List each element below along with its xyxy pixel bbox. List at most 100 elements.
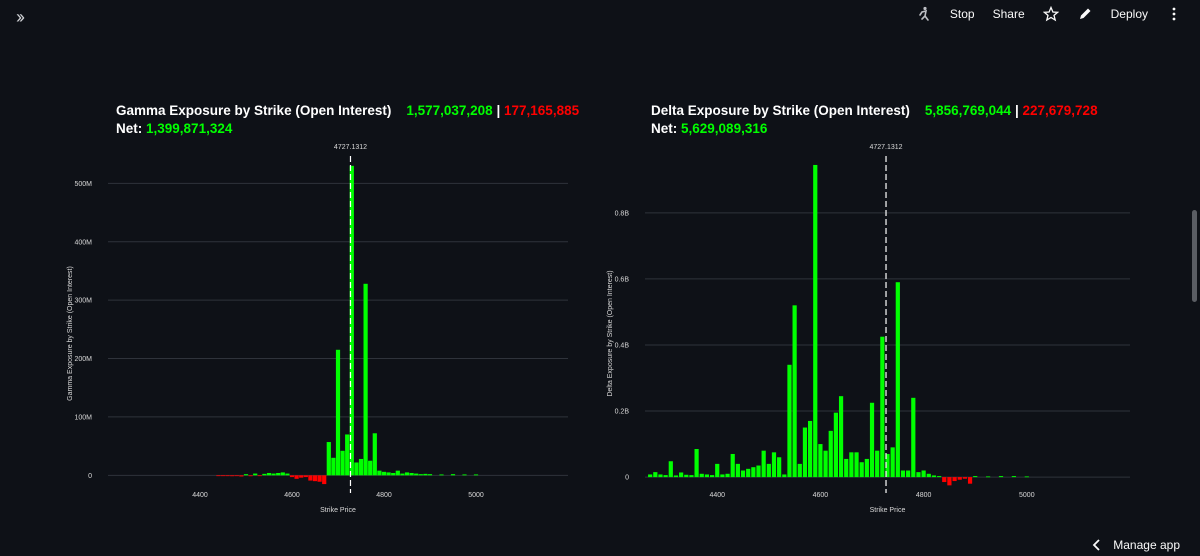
- toolbar: Stop Share Deploy: [916, 6, 1182, 22]
- share-label: Share: [992, 7, 1025, 21]
- favorite-button[interactable]: [1042, 6, 1059, 22]
- gamma-bar: [253, 473, 258, 476]
- delta-y-tick-label: 0.4B: [615, 342, 630, 349]
- delta-bar: [890, 447, 895, 478]
- manage-app-button[interactable]: Manage app: [1089, 537, 1180, 553]
- gamma-bar: [271, 473, 276, 476]
- gamma-bar: [386, 472, 391, 476]
- gamma-bar: [391, 472, 396, 476]
- gamma-bar: [409, 472, 414, 476]
- delta-bar: [854, 452, 859, 478]
- gamma-bar: [404, 472, 410, 476]
- page-scrollbar[interactable]: [1192, 210, 1197, 302]
- gamma-y-tick-label: 0: [88, 473, 92, 480]
- edit-button[interactable]: [1077, 6, 1093, 22]
- delta-bar: [746, 468, 751, 478]
- delta-bar: [931, 475, 937, 478]
- delta-bar: [947, 477, 952, 486]
- delta-bar: [869, 402, 875, 478]
- gamma-x-axis-label: Strike Price: [320, 507, 356, 514]
- delta-bar: [952, 477, 957, 482]
- gamma-bar: [326, 442, 331, 476]
- gamma-y-tick-label: 300M: [74, 298, 92, 305]
- chevron-left-icon: [1092, 539, 1100, 551]
- gamma-bar: [239, 475, 244, 477]
- gamma-bar: [322, 475, 327, 485]
- stop-label: Stop: [949, 7, 975, 21]
- delta-bar: [720, 474, 725, 478]
- delta-bar: [844, 458, 849, 478]
- gamma-bar: [473, 474, 479, 476]
- delta-bar: [849, 452, 854, 478]
- delta-bar: [766, 463, 771, 478]
- gamma-title-line: Gamma Exposure by Strike (Open Interest)…: [116, 103, 580, 118]
- gamma-bar: [439, 474, 444, 476]
- delta-bar: [833, 412, 839, 478]
- gamma-bar: [280, 472, 285, 476]
- gamma-x-tick-label: 4800: [376, 492, 392, 499]
- delta-x-axis-label: Strike Price: [870, 507, 906, 514]
- delta-bar: [648, 474, 653, 478]
- gamma-bar: [276, 472, 281, 476]
- deploy-button[interactable]: Deploy: [1111, 7, 1148, 21]
- app-header: ›› Stop Share Deploy: [0, 0, 1200, 32]
- delta-bar: [916, 472, 921, 478]
- gamma-net-label: Net:: [116, 121, 143, 136]
- running-indicator: [916, 6, 932, 22]
- delta-bar: [973, 476, 978, 478]
- delta-bar: [663, 475, 668, 478]
- delta-x-tick-label: 4400: [709, 492, 725, 499]
- main-menu-button[interactable]: [1166, 6, 1182, 22]
- delta-net-label: Net:: [651, 121, 678, 136]
- delta-bar: [725, 473, 730, 478]
- gamma-spot-label: 4727.1312: [334, 144, 367, 151]
- gamma-bar: [289, 475, 295, 478]
- delta-y-tick-label: 0: [625, 475, 629, 482]
- delta-bar: [926, 473, 931, 478]
- gamma-bar: [400, 473, 405, 476]
- delta-bar: [895, 282, 900, 478]
- delta-x-tick-label: 4600: [813, 492, 829, 499]
- gamma-y-tick-label: 500M: [74, 181, 92, 188]
- delta-bar: [838, 396, 844, 478]
- delta-bar: [699, 473, 704, 478]
- gamma-bar: [358, 458, 364, 476]
- gamma-bar: [230, 475, 235, 477]
- delta-bar: [673, 475, 679, 478]
- gamma-net-line: Net: 1,399,871,324: [116, 120, 579, 138]
- delta-bar: [823, 450, 828, 478]
- gamma-bar: [257, 475, 262, 477]
- delta-bar: [936, 476, 942, 478]
- expand-sidebar-icon[interactable]: ››: [16, 7, 25, 27]
- delta-title-text: Delta Exposure by Strike (Open Interest): [651, 103, 910, 118]
- gamma-bar: [312, 475, 318, 482]
- delta-bar: [709, 475, 715, 478]
- delta-bar: [957, 477, 962, 480]
- delta-bar: [885, 453, 890, 478]
- deploy-label: Deploy: [1110, 7, 1148, 21]
- delta-bar: [787, 364, 792, 478]
- gamma-y-tick-label: 400M: [74, 239, 92, 246]
- share-button[interactable]: Share: [993, 7, 1025, 21]
- gamma-bar: [368, 460, 373, 476]
- stop-button[interactable]: Stop: [950, 7, 975, 21]
- gamma-bar: [220, 475, 226, 477]
- delta-chart-title: Delta Exposure by Strike (Open Interest)…: [651, 102, 1098, 138]
- gamma-bar: [294, 475, 299, 479]
- gamma-bar: [225, 475, 230, 477]
- delta-put-total: 227,679,728: [1022, 103, 1098, 118]
- delta-bar: [921, 470, 926, 478]
- delta-bar: [715, 463, 720, 478]
- gamma-x-tick-label: 4600: [284, 492, 300, 499]
- gamma-y-tick-label: 200M: [74, 356, 92, 363]
- gamma-bar: [317, 475, 322, 482]
- delta-bar: [859, 462, 864, 478]
- delta-bar: [684, 474, 689, 478]
- delta-bar: [813, 164, 818, 478]
- delta-spot-label: 4727.1312: [869, 144, 902, 151]
- delta-bar: [751, 467, 756, 478]
- delta-bar: [797, 463, 802, 478]
- gamma-bar: [285, 473, 290, 476]
- gamma-bar: [418, 474, 423, 476]
- gamma-bar: [234, 475, 239, 477]
